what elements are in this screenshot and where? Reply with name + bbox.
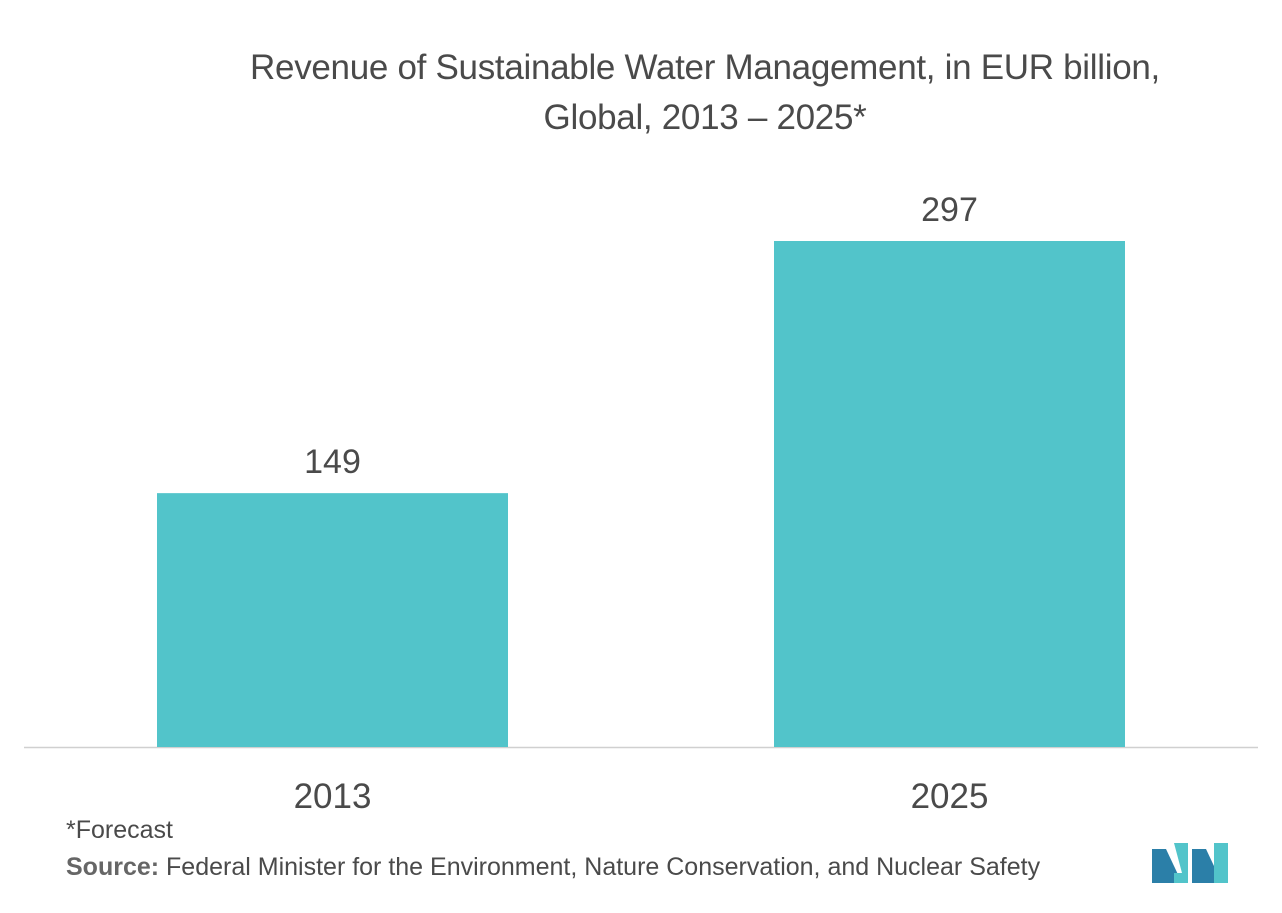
x-tick-label-2025: 2025 [911,777,989,816]
forecast-footnote: *Forecast [66,816,173,844]
source-text: Federal Minister for the Environment, Na… [159,853,1041,881]
data-label-2013: 149 [304,443,361,481]
bar-2013 [157,493,508,747]
x-tick-label-2013: 2013 [294,777,372,816]
mordor-intelligence-logo-icon [1152,843,1228,883]
chart-title-line1: Revenue of Sustainable Water Management,… [250,48,1160,87]
logo-shape-mid [1174,843,1188,883]
logo-shape-right-bar [1214,843,1228,883]
chart-title-line2: Global, 2013 – 2025* [543,98,867,137]
source-note: Source: Federal Minister for the Environ… [66,853,1040,882]
source-label: Source: [66,853,160,881]
data-label-2025: 297 [921,191,978,229]
bar-2025 [774,241,1125,747]
